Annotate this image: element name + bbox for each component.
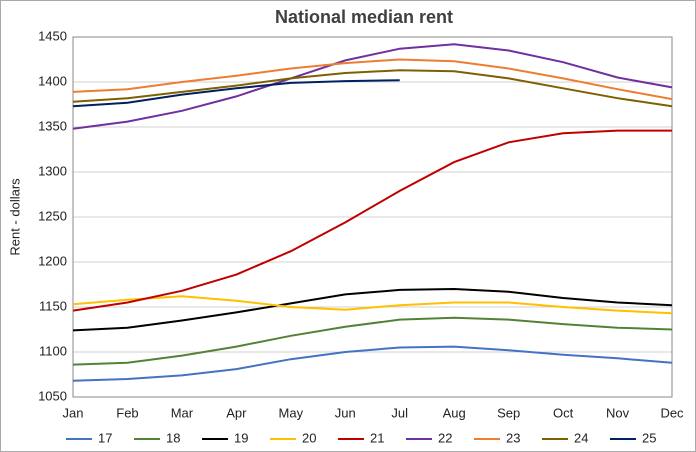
x-tick-label: Jul [391, 405, 408, 420]
legend-label: 24 [574, 430, 588, 445]
x-tick-label: Nov [606, 405, 630, 420]
y-tick-label: 1350 [38, 118, 67, 133]
series-line [72, 287, 673, 332]
y-tick-label: 1450 [38, 28, 67, 43]
y-tick-label: 1200 [38, 253, 67, 268]
x-tick-label: Jun [335, 405, 356, 420]
series-line [72, 58, 673, 101]
legend-label: 20 [302, 430, 316, 445]
series-line [72, 129, 672, 312]
legend-label: 19 [234, 430, 248, 445]
series-line [72, 79, 400, 108]
y-tick-label: 1150 [39, 298, 67, 313]
legend-label: 21 [370, 430, 384, 445]
x-tick-label: Oct [553, 405, 574, 420]
x-tick-label: Mar [171, 405, 194, 420]
legend-label: 23 [506, 430, 520, 445]
legend-label: 25 [642, 430, 656, 445]
plot-border [72, 36, 673, 398]
series-line [72, 345, 673, 382]
series-line [72, 69, 673, 108]
x-tick-label: Dec [660, 405, 684, 420]
y-tick-label: 1250 [38, 208, 67, 223]
legend-label: 18 [166, 430, 180, 445]
y-axis-label: Rent - dollars [7, 178, 22, 256]
x-tick-label: Jan [63, 405, 84, 420]
series-line [72, 295, 673, 315]
y-tick-label: 1050 [38, 388, 67, 403]
legend-label: 17 [98, 430, 112, 445]
y-tick-label: 1300 [38, 163, 67, 178]
x-tick-label: May [279, 405, 304, 420]
series-line [72, 316, 673, 366]
y-tick-label: 1100 [39, 343, 67, 358]
x-tick-label: Apr [226, 405, 247, 420]
legend-label: 22 [438, 430, 452, 445]
x-tick-label: Sep [497, 405, 520, 420]
chart-title: National median rent [275, 7, 453, 27]
series-line [72, 43, 673, 130]
x-tick-label: Aug [443, 405, 466, 420]
x-tick-label: Feb [116, 405, 138, 420]
y-tick-label: 1400 [38, 73, 67, 88]
